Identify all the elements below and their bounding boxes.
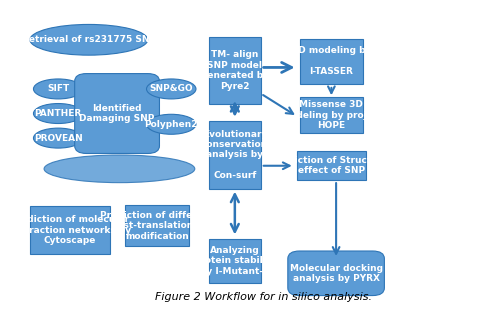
- Text: Analyzing
protein stability
by I-Mutant-3: Analyzing protein stability by I-Mutant-…: [194, 246, 276, 276]
- Ellipse shape: [34, 79, 83, 99]
- Ellipse shape: [146, 79, 196, 99]
- Text: Missense 3D
modeling by project
HOPE: Missense 3D modeling by project HOPE: [280, 100, 382, 130]
- Text: Identified
Damaging SNP: Identified Damaging SNP: [80, 104, 155, 123]
- Text: Prediction of molecular
interaction networks by
Cytoscape: Prediction of molecular interaction netw…: [9, 215, 131, 245]
- Ellipse shape: [34, 104, 83, 123]
- Text: TM- align
SNP model
generated by
Pyre2: TM- align SNP model generated by Pyre2: [201, 51, 269, 91]
- FancyBboxPatch shape: [297, 151, 366, 180]
- FancyBboxPatch shape: [74, 73, 160, 153]
- Text: Prediction of different
post-translational
modification: Prediction of different post-translation…: [100, 211, 214, 241]
- Text: PROVEAN: PROVEAN: [34, 134, 82, 143]
- Text: SIFT: SIFT: [47, 84, 70, 93]
- Ellipse shape: [34, 128, 83, 148]
- FancyBboxPatch shape: [30, 206, 110, 254]
- FancyBboxPatch shape: [288, 251, 384, 295]
- Text: 3D modeling by

I-TASSER: 3D modeling by I-TASSER: [292, 46, 371, 76]
- FancyBboxPatch shape: [300, 97, 363, 133]
- Ellipse shape: [30, 24, 148, 55]
- Text: SNP&GO: SNP&GO: [150, 84, 193, 93]
- FancyBboxPatch shape: [209, 38, 260, 104]
- Text: Prediction of Structural
effect of SNP: Prediction of Structural effect of SNP: [271, 156, 392, 175]
- Text: Retrieval of rs231775 SNP: Retrieval of rs231775 SNP: [22, 35, 156, 44]
- FancyBboxPatch shape: [209, 239, 260, 283]
- Text: Polyphen2: Polyphen2: [144, 120, 198, 129]
- Text: Evolutionary
conservation
analysis by

Con-surf: Evolutionary conservation analysis by Co…: [202, 130, 268, 180]
- Ellipse shape: [44, 155, 195, 183]
- FancyBboxPatch shape: [209, 121, 260, 189]
- Text: Molecular docking
analysis by PYRX: Molecular docking analysis by PYRX: [290, 264, 382, 283]
- FancyBboxPatch shape: [300, 39, 363, 84]
- Text: Figure 2 Workflow for in silico analysis.: Figure 2 Workflow for in silico analysis…: [154, 292, 372, 303]
- Ellipse shape: [146, 114, 196, 134]
- FancyBboxPatch shape: [126, 205, 189, 246]
- Text: PANTHER: PANTHER: [34, 109, 82, 118]
